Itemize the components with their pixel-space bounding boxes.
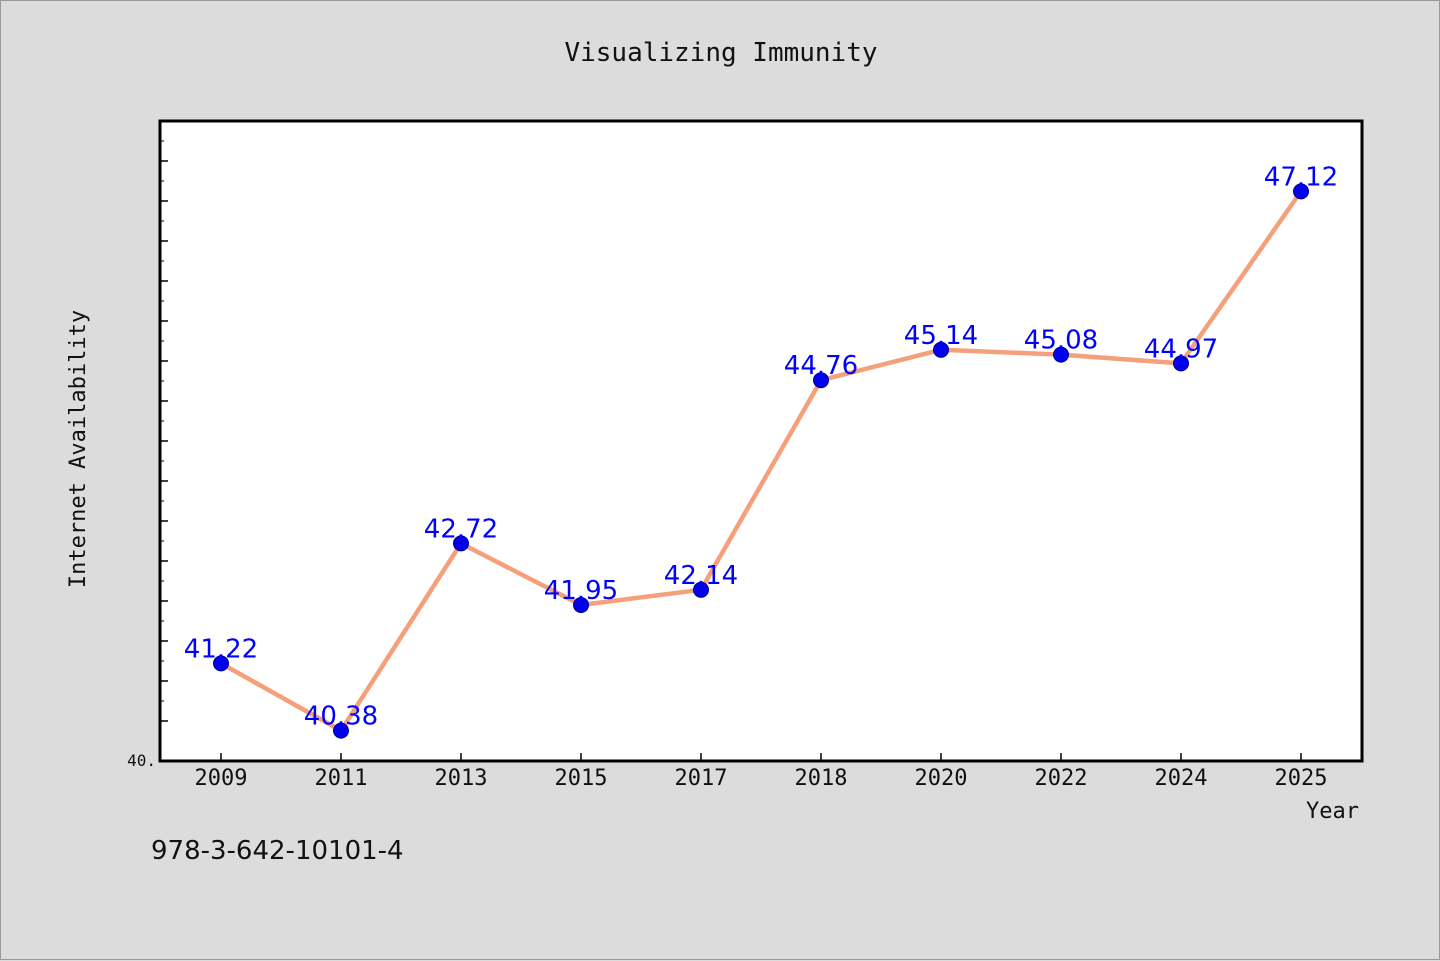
- data-point: [333, 722, 349, 739]
- x-tick-label: 2017: [675, 766, 728, 791]
- x-tick-label: 2020: [915, 766, 968, 791]
- x-tick-label: 2024: [1155, 766, 1208, 791]
- x-tick-label: 2013: [435, 766, 488, 791]
- data-label: 42.72: [424, 514, 498, 544]
- data-label: 44.97: [1144, 334, 1218, 364]
- data-point: [1173, 355, 1189, 372]
- data-label: 41.22: [184, 634, 258, 664]
- y-tick-label: 40.: [127, 751, 156, 770]
- x-tick-label: 2018: [795, 766, 848, 791]
- data-label: 47.12: [1264, 162, 1338, 192]
- data-point: [213, 655, 229, 672]
- series-layer: 41.22 40.38 42.72 41.95 42.14 44.76 45.14 45.08…: [184, 162, 1338, 739]
- data-point: [933, 341, 949, 358]
- chart-title: Visualizing Immunity: [564, 38, 877, 68]
- data-point: [453, 535, 469, 552]
- x-tick-label: 2022: [1035, 766, 1088, 791]
- data-label: 41.95: [544, 576, 618, 606]
- data-label: 45.14: [904, 321, 978, 351]
- footer-code: 978-3-642-10101-4: [151, 836, 404, 866]
- data-label: 42.14: [664, 561, 738, 591]
- data-point: [813, 372, 829, 389]
- data-label: 40.38: [304, 702, 378, 732]
- data-point: [693, 581, 709, 598]
- x-axis-ticks: 2009 2011 2013 2015 2017 2018 2020 2022 2024 2025: [195, 753, 1328, 791]
- x-tick-label: 2009: [195, 766, 248, 791]
- x-tick-label: 2015: [555, 766, 608, 791]
- data-point: [1053, 346, 1069, 363]
- x-tick-label: 2011: [315, 766, 368, 791]
- x-tick-label: 2025: [1275, 766, 1328, 791]
- data-label: 44.76: [784, 351, 858, 381]
- data-point: [573, 597, 589, 613]
- series-line: [219, 190, 1303, 733]
- data-label: 45.08: [1024, 326, 1098, 356]
- plot-area: [158, 119, 1364, 763]
- y-axis-ticks: 40.: [127, 140, 168, 770]
- y-axis-label: Internet Availability: [66, 310, 91, 588]
- x-axis-label: Year: [1306, 799, 1359, 824]
- data-point: [1293, 183, 1309, 200]
